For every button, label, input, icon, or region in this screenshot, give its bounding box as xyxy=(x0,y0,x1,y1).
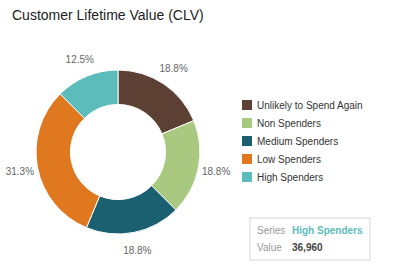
slice xyxy=(60,70,118,118)
data-label: 18.8% xyxy=(159,63,187,74)
legend-item: Non Spenders xyxy=(242,118,321,129)
legend-label: Medium Spenders xyxy=(257,136,338,147)
legend-swatch xyxy=(242,172,252,182)
tooltip-value: High Spenders xyxy=(292,225,363,236)
legend-label: High Spenders xyxy=(257,172,323,183)
legend-swatch xyxy=(242,118,252,128)
legend-label: Unlikely to Spend Again xyxy=(257,100,363,111)
tooltip-value: 36,960 xyxy=(292,242,323,253)
legend-swatch xyxy=(242,136,252,146)
legend: Unlikely to Spend Again Non Spenders Mediu… xyxy=(242,100,363,183)
legend-swatch xyxy=(242,154,252,164)
data-label: 12.5% xyxy=(66,54,94,65)
chart: Customer Lifetime Value (CLV)18.8%18.8%1… xyxy=(0,0,400,279)
legend-item: Unlikely to Spend Again xyxy=(242,100,363,111)
tooltip-label: Value xyxy=(257,242,282,253)
title: Customer Lifetime Value (CLV) xyxy=(12,7,204,23)
legend-label: Low Spenders xyxy=(257,154,321,165)
data-label: 18.8% xyxy=(123,245,151,256)
data-label: 31.3% xyxy=(6,166,34,177)
legend-item: High Spenders xyxy=(242,172,323,183)
data-labels: 18.8% 18.8% 18.8% 31.3% 12.5% xyxy=(6,54,231,256)
slice xyxy=(118,70,194,134)
legend-swatch xyxy=(242,100,252,110)
legend-item: Low Spenders xyxy=(242,154,321,165)
pie xyxy=(36,70,200,234)
slice xyxy=(86,186,175,234)
legend-label: Non Spenders xyxy=(257,118,321,129)
tooltip: Series High Spenders Value 36,960 xyxy=(250,218,370,260)
tooltip-box xyxy=(250,218,370,260)
tooltip-label: Series xyxy=(257,225,285,236)
legend-item: Medium Spenders xyxy=(242,136,338,147)
data-label: 18.8% xyxy=(202,166,230,177)
